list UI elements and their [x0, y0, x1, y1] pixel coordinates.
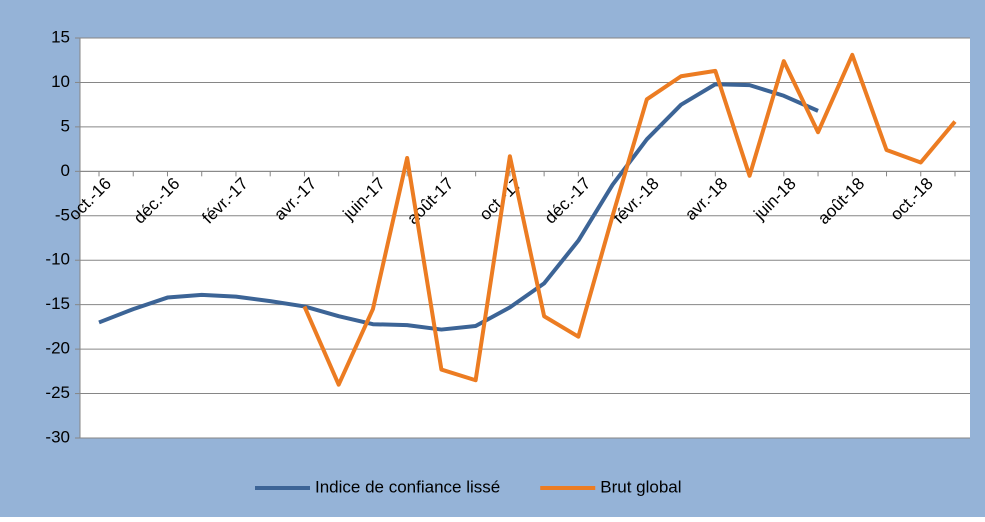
y-tick-label: 0	[61, 161, 70, 180]
y-tick-label: -5	[55, 205, 70, 224]
series-line	[302, 52, 957, 387]
y-tick-label: 10	[51, 72, 70, 91]
y-tick-label: -20	[45, 339, 70, 358]
y-tick-label: -25	[45, 383, 70, 402]
legend-label: Brut global	[600, 477, 681, 496]
y-tick-label: -30	[45, 427, 70, 446]
series-line	[98, 82, 819, 332]
y-tick-label: -15	[45, 294, 70, 313]
y-tick-label: -10	[45, 250, 70, 269]
legend-label: Indice de confiance lissé	[315, 477, 500, 496]
y-tick-label: 15	[51, 27, 70, 46]
y-tick-label: 5	[61, 116, 70, 135]
plot-area	[80, 38, 970, 438]
